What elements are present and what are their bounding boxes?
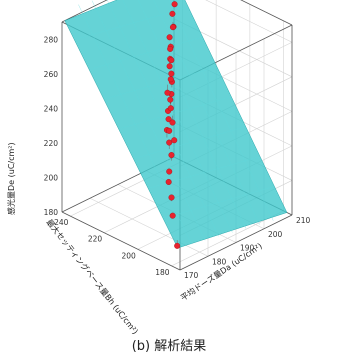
data-point [168, 152, 175, 159]
data-point [165, 178, 172, 185]
data-point [166, 127, 173, 134]
wall-gridline [205, 0, 293, 43]
data-point [164, 89, 171, 96]
y-tick-label: 210 [296, 216, 311, 225]
box-edge [61, 0, 108, 23]
z-tick-label: 220 [44, 139, 59, 148]
data-point [166, 63, 173, 70]
z-tick-label: 260 [44, 70, 59, 79]
data-point [171, 1, 178, 8]
data-point [166, 168, 173, 175]
plane-surface [64, 0, 288, 249]
data-point [168, 57, 175, 64]
figure-caption: (b) 解析結果 [132, 339, 207, 354]
y-tick-label: 190 [240, 244, 255, 253]
regression-plane [64, 0, 288, 249]
floor-gridline [89, 197, 209, 257]
z-tick-label: 200 [44, 173, 59, 182]
plane-mesh-line [122, 0, 233, 233]
data-point [168, 194, 175, 201]
box-edge [240, 0, 293, 26]
z-tick-label: 240 [44, 104, 59, 113]
z-axis-title: 感光量De (uC/cm²) [6, 142, 16, 215]
x-tick-label: 180 [155, 268, 170, 277]
data-point [169, 10, 176, 17]
data-point [166, 34, 173, 41]
plane-mesh-line [138, 0, 247, 229]
data-point [167, 45, 174, 52]
x-tick-label: 220 [88, 235, 103, 244]
data-point [167, 105, 174, 112]
data-point [169, 24, 176, 31]
data-point [174, 242, 181, 249]
plane-mesh-line [153, 0, 260, 225]
z-tick-label: 280 [44, 35, 59, 44]
data-point [169, 212, 176, 219]
x-tick-label: 240 [54, 218, 69, 227]
data-point [171, 137, 178, 144]
plane-mesh-line [92, 37, 203, 69]
data-point [168, 70, 175, 77]
data-points [163, 1, 181, 249]
x-tick-label: 200 [122, 251, 137, 260]
data-point [167, 96, 174, 103]
data-point [169, 119, 176, 126]
plane-mesh-line [107, 66, 217, 99]
data-point [165, 116, 172, 123]
plane-mesh-line [169, 0, 274, 221]
data-point [167, 76, 174, 83]
y-tick-label: 180 [212, 257, 227, 266]
data-point [166, 139, 173, 146]
box-edge [179, 214, 293, 271]
tick-labels: 180 200 220 240 260 280 180 200 220 240 170 180 190 2… [44, 35, 311, 280]
box-edge [61, 211, 181, 271]
z-tick-label: 180 [44, 208, 59, 217]
y-tick-label: 170 [184, 271, 199, 280]
y-tick-label: 200 [268, 230, 283, 239]
